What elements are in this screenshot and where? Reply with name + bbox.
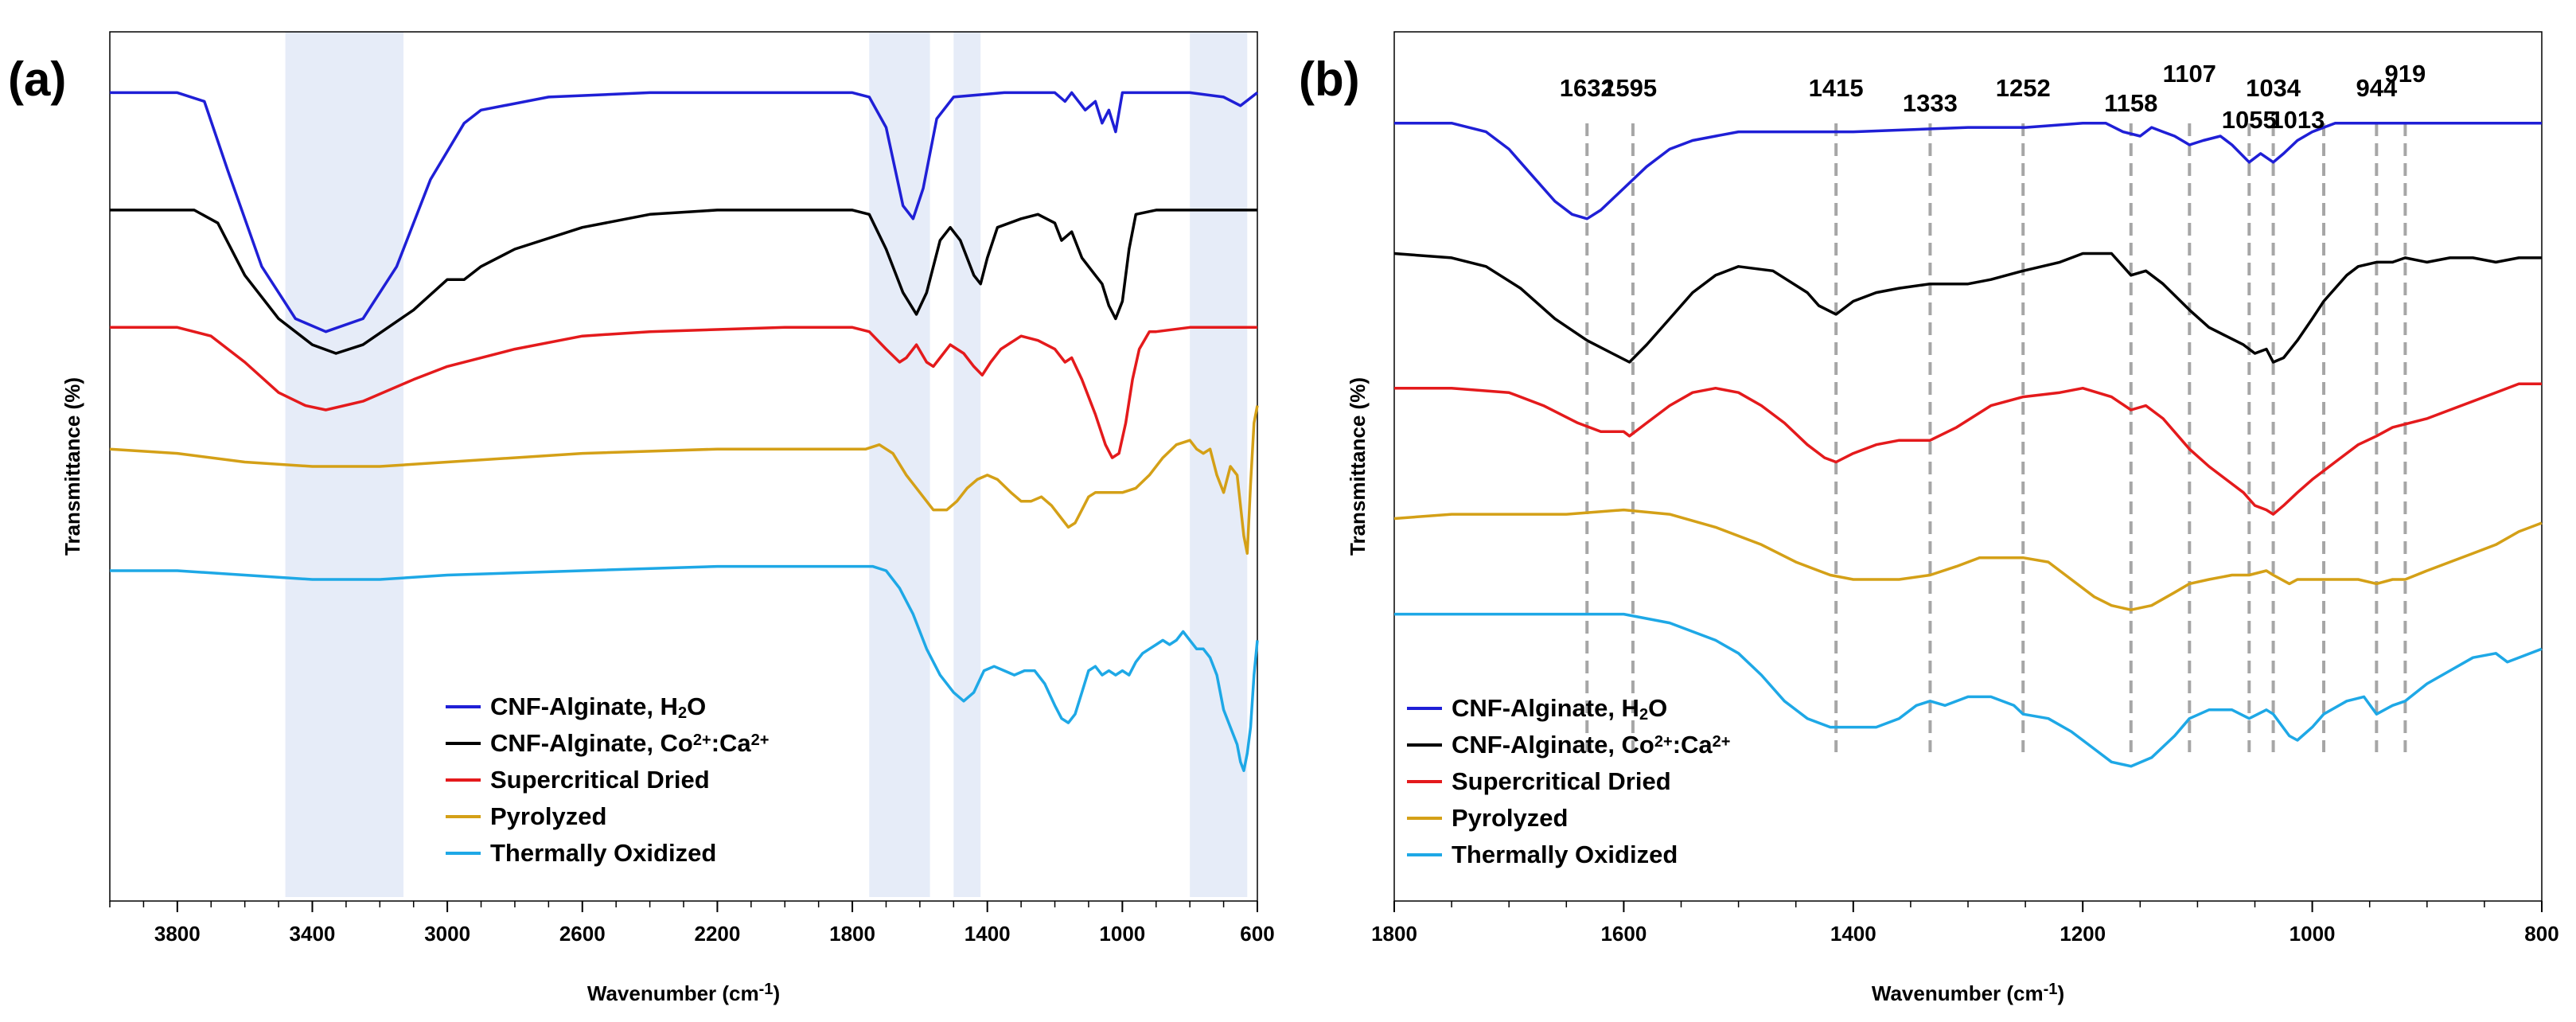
x-tick-label-3800: 3800 <box>154 922 201 946</box>
peak-label-1107: 1107 <box>2163 60 2216 88</box>
shaded-band-1 <box>285 32 403 897</box>
series-thermally-oxidized <box>110 564 1259 772</box>
legend-item-pyro: Pyrolyzed <box>1407 804 1568 832</box>
peak-label-944: 944 <box>2356 74 2397 102</box>
legend-label-scd: Supercritical Dried <box>1452 767 1671 795</box>
panel-b-y-axis-title: Transmittance (%) <box>1346 377 1370 556</box>
panel-a-y-axis-title: Transmittance (%) <box>60 377 84 556</box>
panel-b-x-axis-title: Wavenumber (cm-1) <box>1872 981 2064 1005</box>
peak-label-1632: 1632 <box>1560 74 1615 102</box>
x-tick-label-3000: 3000 <box>424 922 470 946</box>
panel-b-label: (b) <box>1299 53 1360 106</box>
legend-label-h2o: CNF-Alginate, H2O <box>490 692 706 722</box>
legend-label-coca: CNF-Alginate, Co2+:Ca2+ <box>490 729 769 757</box>
legend-label-pyro: Pyrolyzed <box>490 802 606 830</box>
x-tick-label-1600: 1600 <box>1600 922 1647 946</box>
panel-a-legend: CNF-Alginate, H2O CNF-Alginate, Co2+:Ca2+… <box>446 692 769 867</box>
series-thermally-oxidized <box>1394 612 2543 768</box>
peak-label-1333: 1333 <box>1903 89 1958 117</box>
x-tick-label-1400: 1400 <box>1830 922 1876 946</box>
legend-item-h2o: CNF-Alginate, H2O <box>446 692 706 722</box>
peak-label-919: 919 <box>2385 60 2426 88</box>
peak-label-1595: 1595 <box>1602 74 1657 102</box>
series-cnf-alginate-h-o <box>110 91 1259 334</box>
legend-label-scd: Supercritical Dried <box>490 766 710 794</box>
series-pyrolyzed <box>1393 508 2543 611</box>
legend-label-tox: Thermally Oxidized <box>1452 841 1678 868</box>
panel-b-legend: CNF-Alginate, H2O CNF-Alginate, Co2+:Ca2+… <box>1407 694 1730 868</box>
panel-a-x-axis: 3800 3400 3000 2600 2200 1800 1400 1000 600 <box>109 901 1275 946</box>
x-tick-label-600: 600 <box>1240 922 1274 946</box>
peak-label-1034: 1034 <box>2246 74 2301 102</box>
x-tick-label-1200: 1200 <box>2060 922 2106 946</box>
shaded-band-3 <box>953 32 981 897</box>
legend-item-pyro: Pyrolyzed <box>446 802 606 830</box>
legend-label-pyro: Pyrolyzed <box>1452 804 1568 832</box>
panel-a: (a) 3800 3400 3000 2600 2200 1800 1400 1000 600 … <box>8 31 1275 1005</box>
peak-label-1013: 1013 <box>2270 106 2325 134</box>
x-tick-label-1800: 1800 <box>1371 922 1417 946</box>
x-tick-label-2200: 2200 <box>694 922 740 946</box>
shaded-band-4 <box>1190 32 1248 897</box>
series-supercritical-dried <box>110 326 1257 459</box>
x-tick-label-2600: 2600 <box>559 922 606 946</box>
legend-label-coca: CNF-Alginate, Co2+:Ca2+ <box>1452 731 1730 759</box>
x-tick-label-3400: 3400 <box>290 922 336 946</box>
series-supercritical-dried <box>1394 382 2542 516</box>
series-cnf-alginate-h-o <box>1394 121 2542 220</box>
legend-item-coca: CNF-Alginate, Co2+:Ca2+ <box>1407 731 1730 759</box>
peak-label-1415: 1415 <box>1809 74 1864 102</box>
legend-label-h2o: CNF-Alginate, H2O <box>1452 694 1667 724</box>
series-cnf-alginate-co-ca <box>110 209 1257 355</box>
x-tick-label-1000: 1000 <box>1099 922 1145 946</box>
panel-b-series <box>1393 121 2543 768</box>
panel-a-label: (a) <box>8 53 66 106</box>
legend-item-h2o: CNF-Alginate, H2O <box>1407 694 1667 724</box>
x-tick-label-1800: 1800 <box>829 922 875 946</box>
panel-b-peak-lines <box>1585 123 2407 752</box>
legend-item-tox: Thermally Oxidized <box>446 839 716 867</box>
peak-label-1055: 1055 <box>2222 106 2277 134</box>
legend-item-tox: Thermally Oxidized <box>1407 841 1678 868</box>
series-cnf-alginate-co-ca <box>1393 252 2542 364</box>
x-tick-label-1400: 1400 <box>965 922 1011 946</box>
peak-label-1252: 1252 <box>1996 74 2051 102</box>
legend-item-coca: CNF-Alginate, Co2+:Ca2+ <box>446 729 769 757</box>
panel-a-x-axis-title: Wavenumber (cm-1) <box>587 981 780 1005</box>
panel-a-series <box>109 91 1259 772</box>
x-tick-label-800: 800 <box>2524 922 2558 946</box>
legend-item-scd: Supercritical Dried <box>446 766 710 794</box>
x-tick-label-1000: 1000 <box>2290 922 2336 946</box>
legend-item-scd: Supercritical Dried <box>1407 767 1671 795</box>
series-pyrolyzed <box>109 405 1259 555</box>
panel-b-x-axis: 1800 1600 1400 1200 1000 800 <box>1371 901 2559 946</box>
peak-label-1158: 1158 <box>2104 89 2157 117</box>
legend-label-tox: Thermally Oxidized <box>490 839 716 867</box>
